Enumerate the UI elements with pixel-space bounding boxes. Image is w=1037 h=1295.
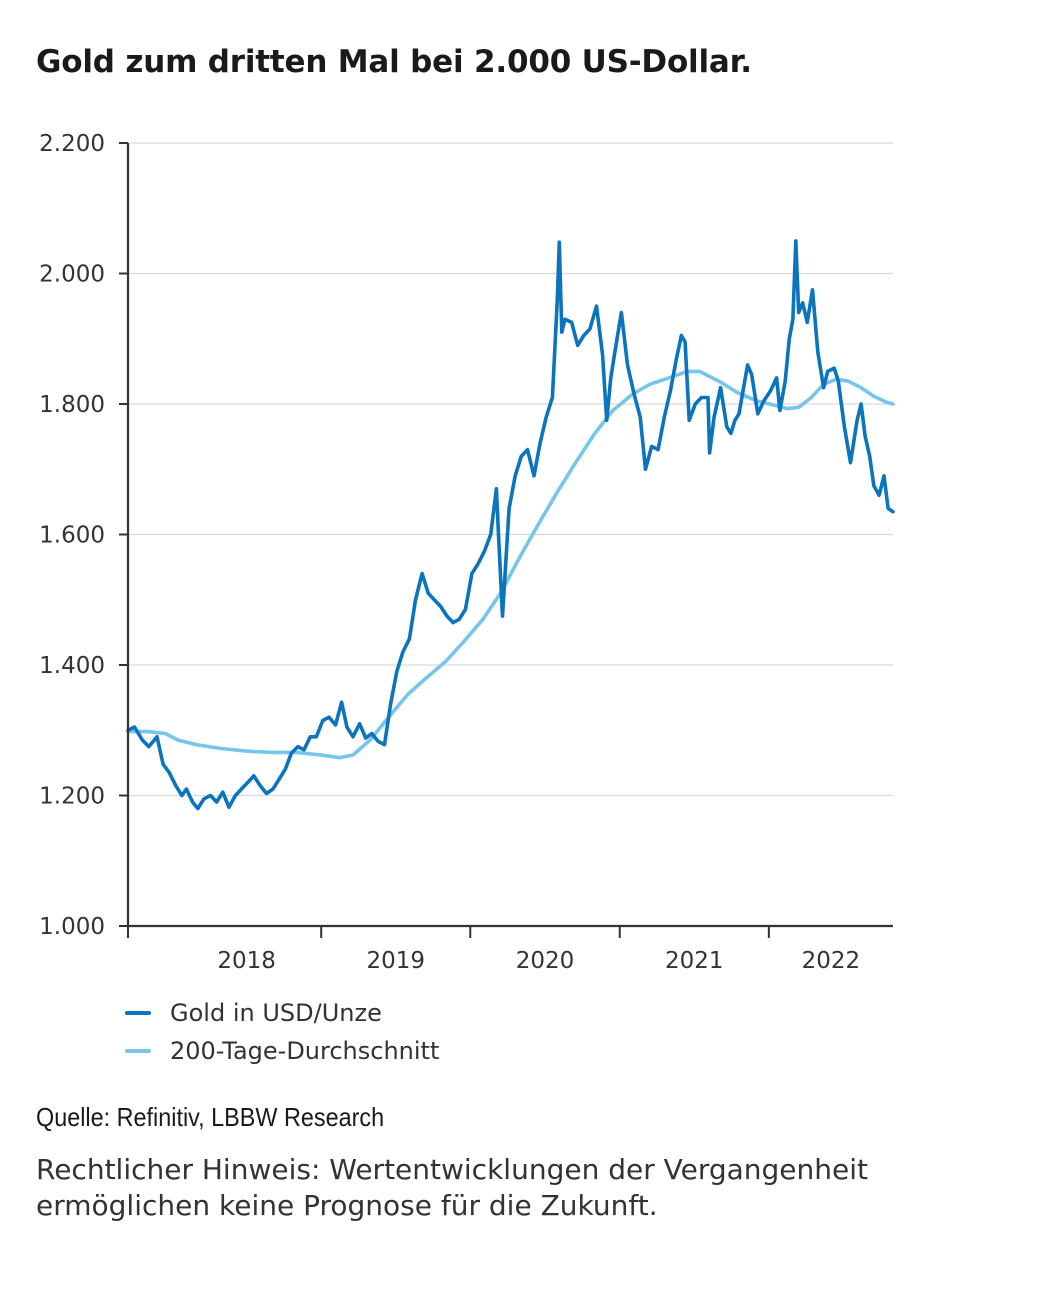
axes — [126, 143, 893, 928]
y-tick-label: 1.000 — [39, 914, 105, 940]
legend-label-ma200: 200-Tage-Durchschnitt — [170, 1037, 440, 1065]
y-tick-label: 2.200 — [39, 131, 105, 157]
legend-label-gold: Gold in USD/Unze — [170, 999, 382, 1027]
series-layer — [126, 239, 895, 811]
y-tick-label: 1.200 — [39, 784, 105, 810]
y-tick-label: 1.400 — [39, 653, 105, 679]
gridlines — [128, 142, 893, 797]
y-axis-ticks: 1.000 1.200 1.400 1.600 1.800 2.000 2.200 — [39, 131, 128, 940]
source-note: Quelle: Refinitiv, LBBW Research — [36, 1102, 385, 1132]
series-line-ma200 — [126, 369, 895, 760]
x-tick-label: 2022 — [802, 948, 861, 974]
x-axis-ticks: 2018 2019 2020 2021 2022 — [127, 926, 861, 974]
x-tick-label: 2020 — [516, 948, 575, 974]
legend-item-ma200: 200-Tage-Durchschnitt — [125, 1032, 439, 1070]
y-tick-label: 1.800 — [39, 392, 105, 418]
x-tick-label: 2018 — [217, 948, 276, 974]
x-tick-label: 2021 — [665, 948, 724, 974]
y-tick-label: 1.600 — [39, 523, 105, 549]
legend: Gold in USD/Unze 200-Tage-Durchschnitt — [125, 994, 439, 1070]
series-line-gold — [126, 239, 895, 811]
disclaimer: Rechtlicher Hinweis: Wertentwicklungen d… — [36, 1153, 869, 1222]
legend-swatch-gold — [125, 1011, 151, 1015]
chart-title: Gold zum dritten Mal bei 2.000 US-Dollar… — [36, 44, 752, 80]
chart-svg: 1.000 1.200 1.400 1.600 1.800 2.000 2.200 2018… — [39, 131, 895, 974]
legend-item-gold: Gold in USD/Unze — [125, 994, 439, 1032]
y-tick-label: 2.000 — [39, 262, 105, 288]
x-tick-label: 2019 — [366, 948, 425, 974]
legend-swatch-ma200 — [125, 1049, 151, 1053]
